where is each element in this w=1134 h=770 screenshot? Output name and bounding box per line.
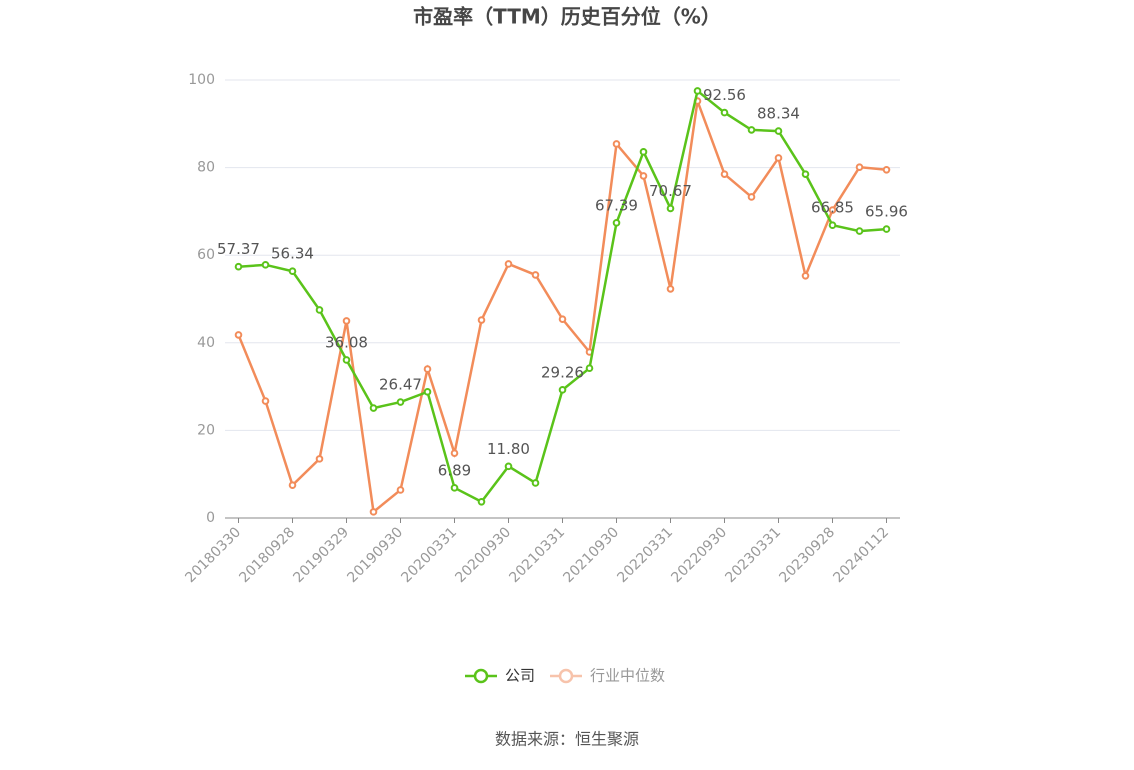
data-point <box>423 388 432 396</box>
data-point <box>882 165 891 174</box>
data-point <box>450 484 459 492</box>
data-point <box>693 87 702 95</box>
data-point <box>558 315 567 323</box>
x-tick-label: 20180330 <box>182 524 244 586</box>
x-tick-label: 20210930 <box>560 524 622 586</box>
x-tick-label: 20200930 <box>452 524 514 586</box>
source-note: 数据来源：恒生聚源 <box>495 730 639 749</box>
x-tick-label: 20220331 <box>614 524 676 586</box>
data-label: 56.34 <box>271 245 314 263</box>
legend-marker <box>558 668 574 684</box>
data-point <box>639 148 648 156</box>
data-point <box>504 462 513 471</box>
data-label: 88.34 <box>757 105 800 123</box>
data-point <box>882 225 891 233</box>
data-point <box>234 262 243 271</box>
data-point <box>261 397 270 405</box>
data-point <box>450 449 459 457</box>
data-point <box>504 260 513 268</box>
data-point <box>531 271 540 279</box>
data-point <box>855 163 864 171</box>
data-point <box>288 481 297 489</box>
x-tick-label: 20220930 <box>668 524 730 586</box>
data-point <box>396 398 405 406</box>
legend-item[interactable]: 公司 <box>465 667 535 685</box>
x-tick-label: 20210331 <box>506 524 568 586</box>
data-point <box>234 331 243 339</box>
data-point <box>396 486 405 494</box>
data-label: 11.80 <box>487 440 530 458</box>
legend-label: 行业中位数 <box>590 667 665 685</box>
data-label: 70.67 <box>649 182 692 200</box>
data-point <box>774 154 783 162</box>
series-line <box>237 100 887 515</box>
data-point <box>315 306 324 314</box>
data-point <box>531 479 540 487</box>
data-point <box>828 221 837 229</box>
legend-label: 公司 <box>505 667 535 685</box>
data-label: 6.89 <box>438 461 471 479</box>
x-tick-label: 20240112 <box>830 524 892 586</box>
y-tick-label: 40 <box>197 335 215 351</box>
data-point <box>639 172 648 180</box>
data-point <box>369 404 378 412</box>
x-tick-label: 20230331 <box>722 524 784 586</box>
legend-marker <box>473 668 489 684</box>
data-label: 92.56 <box>703 86 746 104</box>
data-point <box>720 170 729 178</box>
chart-title: 市盈率（TTM）历史百分位（%） <box>413 5 721 29</box>
y-tick-label: 60 <box>197 247 215 263</box>
data-point <box>747 126 756 134</box>
data-point <box>288 267 297 276</box>
data-point <box>261 261 270 269</box>
data-point <box>828 206 837 214</box>
data-label: 67.39 <box>595 196 638 214</box>
data-point <box>342 356 351 364</box>
data-label: 26.47 <box>379 376 422 394</box>
series-line <box>238 88 887 504</box>
legend-item[interactable]: 行业中位数 <box>550 667 665 685</box>
data-point <box>315 455 324 463</box>
data-point <box>477 497 486 506</box>
data-point <box>423 365 432 373</box>
data-label: 29.26 <box>541 363 584 381</box>
data-point <box>720 108 729 117</box>
data-point <box>612 140 621 148</box>
data-point <box>855 227 864 235</box>
data-label: 66.85 <box>811 199 854 217</box>
data-point <box>612 219 621 227</box>
data-point <box>585 364 594 373</box>
data-point <box>801 271 810 280</box>
x-tick-label: 20190329 <box>290 524 352 586</box>
data-point <box>558 386 567 394</box>
data-point <box>774 127 783 135</box>
data-point <box>477 316 486 324</box>
data-point <box>342 317 351 325</box>
x-tick-label: 20180928 <box>236 524 298 586</box>
x-tick-label: 20230928 <box>776 524 838 586</box>
data-label: 65.96 <box>865 203 908 221</box>
data-label: 57.37 <box>217 240 260 258</box>
y-tick-label: 0 <box>206 510 215 526</box>
data-point <box>747 193 756 201</box>
data-point <box>801 170 810 178</box>
data-point <box>369 508 378 516</box>
data-point <box>666 285 675 293</box>
y-tick-label: 100 <box>188 72 215 88</box>
x-tick-label: 20200331 <box>398 524 460 586</box>
data-label: 36.08 <box>325 333 368 351</box>
y-tick-label: 80 <box>197 160 215 176</box>
data-point <box>666 204 675 213</box>
y-tick-label: 20 <box>197 422 215 438</box>
x-tick-label: 20190930 <box>344 524 406 586</box>
